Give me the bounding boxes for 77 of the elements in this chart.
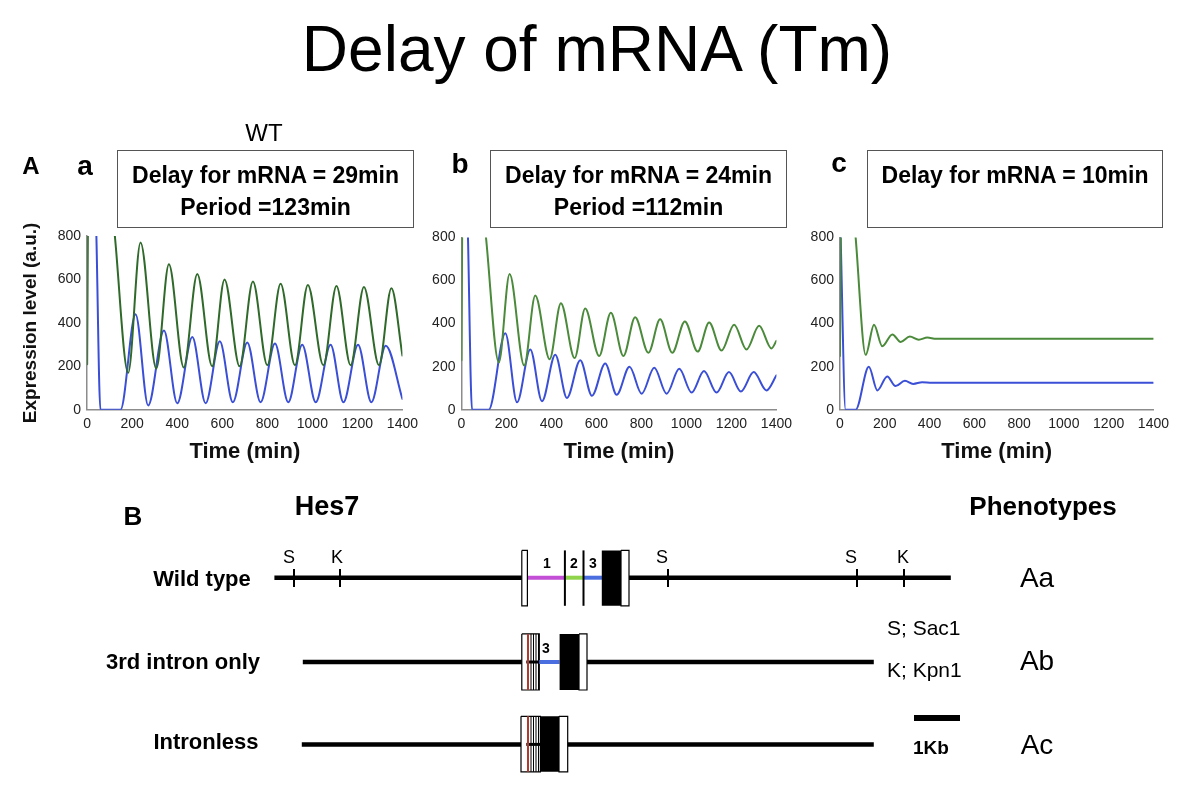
title-frame: Delay for mRNA = 24min Period =112min: [490, 150, 787, 228]
x-tick-label: 1200: [1093, 415, 1125, 432]
text: 1: [543, 554, 551, 572]
text: K; Kpn1: [887, 657, 962, 683]
text: Hes7: [294, 491, 360, 523]
text: A: [22, 152, 40, 180]
chart-title: Delay for mRNA = 29min: [132, 160, 399, 190]
text: Delay of mRNA (Tm): [301, 13, 893, 87]
x-axis-title: Time (min): [941, 437, 1053, 463]
text: S: [844, 546, 858, 568]
x-tick-label: 1400: [760, 415, 793, 432]
y-tick-label: 400: [810, 314, 835, 331]
chart-title: Delay for mRNA = 10min: [881, 160, 1149, 190]
text: c: [831, 146, 847, 180]
text: K: [330, 546, 344, 568]
chart-subtitle: Period =123min: [180, 193, 351, 223]
text: Intronless: [153, 729, 259, 755]
chart-title: Delay for mRNA = 24min: [505, 160, 772, 190]
x-tick-label: 1400: [1137, 415, 1170, 432]
x-tick-label: 600: [962, 415, 987, 432]
chart-subtitle: Period =112min: [553, 193, 724, 223]
x-tick-label: 1000: [1048, 415, 1080, 432]
text: Phenotypes: [969, 491, 1117, 522]
text: 3rd intron only: [106, 649, 260, 675]
text: Ab: [1019, 644, 1055, 678]
x-tick-label: 800: [1007, 415, 1031, 432]
y-tick-label: 200: [810, 357, 835, 374]
y-axis-title: Expression level (a.u.): [18, 222, 40, 424]
x-tick-label: 200: [494, 415, 519, 432]
text: S: [655, 546, 669, 568]
title-frame: Delay for mRNA = 10min: [867, 150, 1163, 228]
line-series: [466, 237, 777, 410]
x-tick-label: 200: [120, 415, 145, 432]
x-tick-label: 1200: [715, 415, 748, 432]
y-tick-label: 0: [73, 400, 82, 417]
x-tick-label: 1000: [670, 415, 703, 432]
text: B: [123, 501, 143, 532]
y-tick-label: 800: [57, 226, 82, 243]
x-axis-title: Time (min): [189, 437, 301, 463]
text: 3: [589, 554, 597, 572]
x-axis-title: Time (min): [563, 437, 675, 463]
text: b: [451, 147, 469, 181]
text: Ac: [1020, 728, 1054, 762]
x-tick-label: 1200: [341, 415, 374, 432]
text: 3: [542, 639, 550, 657]
x-tick-label: 600: [584, 415, 609, 432]
x-tick-label: 200: [873, 415, 897, 432]
text: 1Kb: [913, 737, 949, 759]
line-series: [95, 236, 403, 410]
y-tick-label: 600: [57, 270, 82, 287]
title-frame: Delay for mRNA = 29min Period =123min: [117, 150, 414, 228]
x-tick-label: 1000: [296, 415, 329, 432]
y-tick-label: 800: [432, 228, 456, 245]
text: S: [282, 546, 296, 568]
y-tick-label: 600: [432, 271, 456, 288]
text: 2: [570, 554, 578, 572]
text: a: [77, 149, 93, 183]
y-tick-label: 400: [57, 313, 82, 330]
y-tick-label: 0: [447, 400, 456, 417]
x-tick-label: 600: [210, 415, 235, 432]
y-tick-label: 200: [432, 357, 456, 374]
text: Aa: [1019, 561, 1055, 595]
y-tick-label: 800: [810, 228, 835, 245]
x-tick-label: 400: [539, 415, 564, 432]
text: K: [896, 546, 910, 568]
text: S; Sac1: [887, 615, 961, 641]
y-tick-label: 200: [57, 357, 82, 374]
x-tick-label: 400: [165, 415, 190, 432]
x-tick-label: 400: [917, 415, 942, 432]
text: WT: [245, 119, 283, 147]
y-tick-label: 600: [810, 271, 835, 288]
y-tick-label: 0: [826, 400, 835, 417]
x-tick-label: 800: [629, 415, 654, 432]
x-tick-label: 1400: [386, 415, 419, 432]
x-tick-label: 800: [255, 415, 280, 432]
text: Wild type: [153, 566, 251, 592]
y-tick-label: 400: [432, 314, 456, 331]
